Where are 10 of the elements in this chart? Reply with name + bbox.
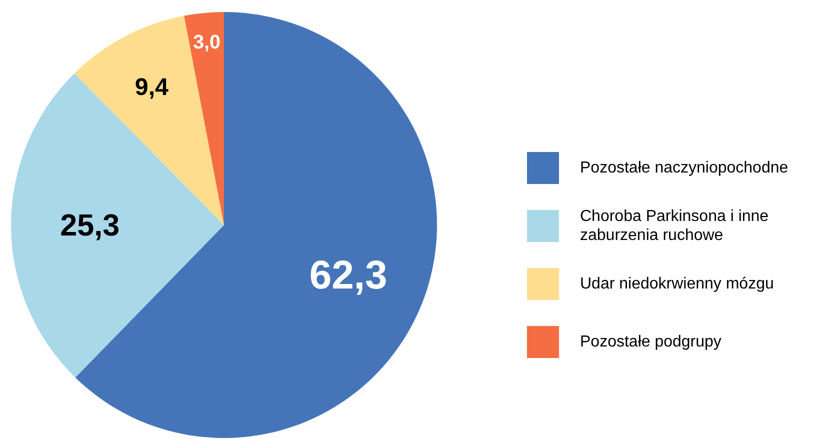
legend-label: Choroba Parkinsona i inne zaburzenia ruchowe [580, 208, 769, 244]
data-label: 25,3 [60, 208, 120, 242]
legend-label: Udar niedokrwienny mózgu [580, 276, 774, 292]
legend-label: Pozostałe naczyniopochodne [580, 160, 788, 176]
data-label: 3,0 [193, 32, 220, 54]
pie-slice [11, 73, 224, 378]
legend-label: Pozostałe podgrupy [580, 334, 722, 350]
pie-slice [184, 12, 224, 225]
data-label: 62,3 [309, 254, 388, 298]
data-label: 9,4 [134, 74, 170, 101]
